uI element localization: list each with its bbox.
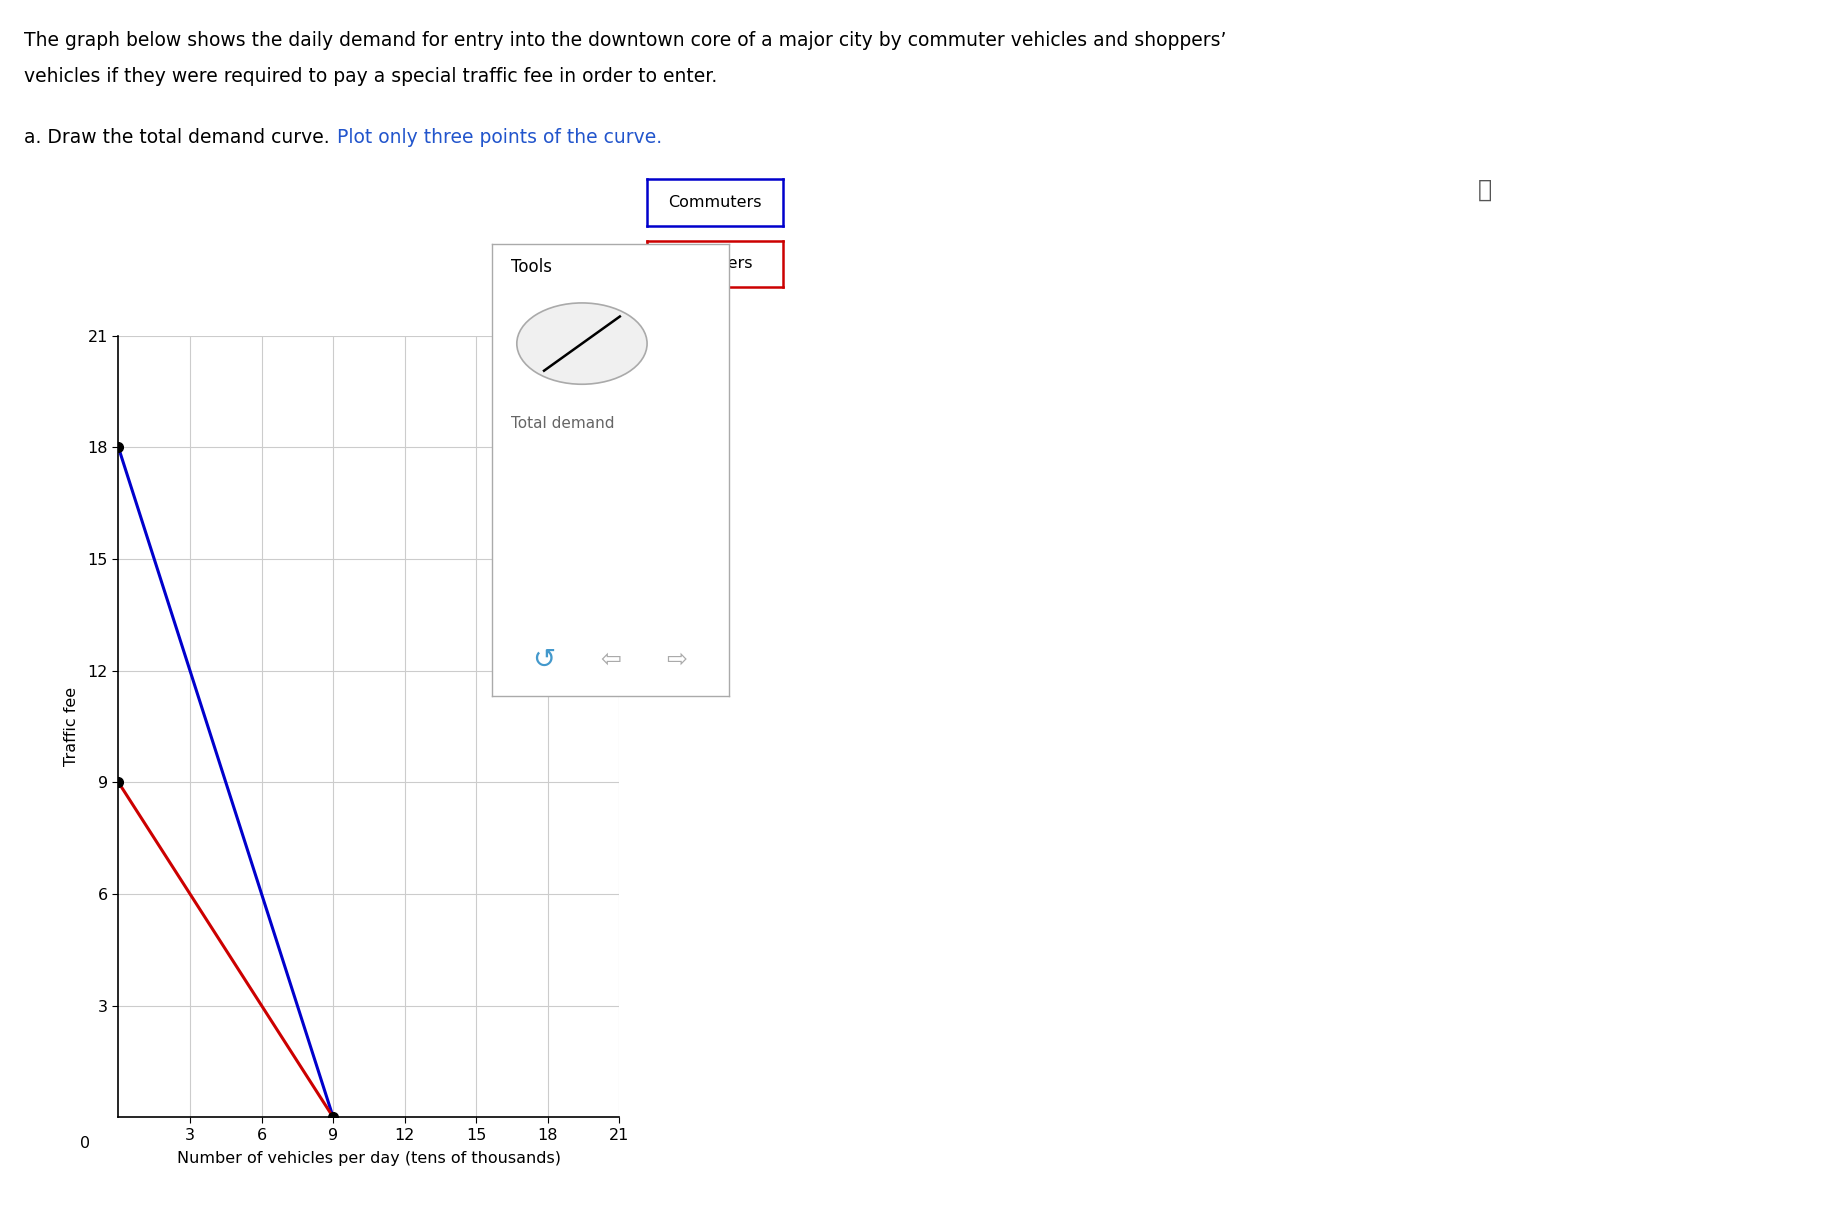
Text: a. Draw the total demand curve.: a. Draw the total demand curve. [24,128,335,148]
Text: The graph below shows the daily demand for entry into the downtown core of a maj: The graph below shows the daily demand f… [24,31,1226,50]
Text: vehicles if they were required to pay a special traffic fee in order to enter.: vehicles if they were required to pay a … [24,67,716,87]
Text: Total demand: Total demand [510,416,614,431]
Text: ⇨: ⇨ [667,648,687,672]
Text: ⓘ: ⓘ [1478,177,1492,201]
Text: Tools: Tools [510,258,552,276]
Text: ⇦: ⇦ [599,648,621,672]
X-axis label: Number of vehicles per day (tens of thousands): Number of vehicles per day (tens of thou… [177,1151,561,1166]
Text: 0: 0 [80,1136,89,1151]
Text: Shoppers: Shoppers [678,256,752,271]
Text: ↺: ↺ [532,646,556,674]
Y-axis label: Traffic fee: Traffic fee [64,687,78,766]
Ellipse shape [517,303,647,385]
Text: Plot only three points of the curve.: Plot only three points of the curve. [337,128,661,148]
Text: Commuters: Commuters [669,195,762,210]
